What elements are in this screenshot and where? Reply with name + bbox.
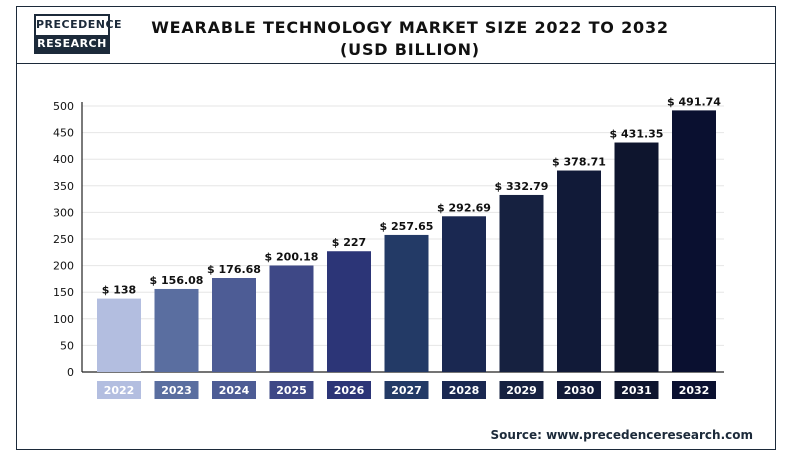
y-tick-label: 400 — [53, 153, 74, 166]
x-tick-label: 2022 — [104, 384, 135, 397]
data-label-2029: $ 332.79 — [495, 180, 549, 193]
category-box-2026 — [327, 381, 371, 399]
x-tick-label: 2023 — [161, 384, 192, 397]
data-label-2023: $ 156.08 — [150, 274, 204, 287]
bar-2028 — [442, 216, 486, 372]
bar-2030 — [557, 170, 601, 372]
bar-2024 — [212, 278, 256, 372]
data-label-2026: $ 227 — [332, 236, 366, 249]
bar-2031 — [614, 142, 659, 372]
bar-2025 — [269, 265, 314, 372]
data-label-2032: $ 491.74 — [667, 95, 721, 108]
x-tick-label: 2025 — [276, 384, 307, 397]
data-label-2022: $ 138 — [102, 284, 136, 297]
x-tick-label: 2028 — [449, 384, 480, 397]
y-tick-label: 150 — [53, 286, 74, 299]
data-label-2031: $ 431.35 — [610, 128, 664, 141]
chart-subtitle: (USD BILLION) — [340, 40, 480, 59]
category-box-2031 — [614, 381, 659, 399]
y-tick-label: 100 — [53, 313, 74, 326]
bar-2022 — [97, 298, 141, 372]
data-label-2024: $ 176.68 — [207, 263, 261, 276]
x-tick-label: 2026 — [334, 384, 365, 397]
precedence-research-logo: PRECEDENCE RESEARCH — [34, 14, 123, 54]
chart-title: WEARABLE TECHNOLOGY MARKET SIZE 2022 TO … — [151, 18, 669, 37]
category-box-2024 — [212, 381, 256, 399]
bar-2026 — [327, 251, 371, 372]
category-box-2030 — [557, 381, 601, 399]
bar-2029 — [499, 194, 544, 372]
header-divider — [16, 63, 776, 64]
data-label-2025: $ 200.18 — [265, 251, 319, 264]
x-tick-label: 2027 — [391, 384, 422, 397]
category-box-2029 — [499, 381, 544, 399]
x-tick-label: 2030 — [564, 384, 595, 397]
y-tick-label: 350 — [53, 180, 74, 193]
logo-line-1: PRECEDENCE — [36, 18, 123, 31]
category-box-2025 — [269, 381, 314, 399]
y-tick-label: 250 — [53, 233, 74, 246]
x-tick-label: 2029 — [506, 384, 537, 397]
data-label-2027: $ 257.65 — [380, 220, 434, 233]
bar-2023 — [154, 288, 199, 372]
data-label-2030: $ 378.71 — [552, 156, 606, 169]
y-tick-label: 450 — [53, 127, 74, 140]
category-box-2027 — [384, 381, 429, 399]
category-box-2022 — [97, 381, 141, 399]
x-tick-label: 2032 — [679, 384, 710, 397]
data-label-2028: $ 292.69 — [437, 201, 491, 214]
y-tick-label: 50 — [60, 339, 74, 352]
y-tick-label: 500 — [53, 100, 74, 113]
bar-2032 — [672, 110, 716, 372]
x-tick-label: 2024 — [219, 384, 250, 397]
y-tick-label: 300 — [53, 206, 74, 219]
logo-line-2: RESEARCH — [36, 35, 108, 52]
x-tick-label: 2031 — [621, 384, 652, 397]
y-tick-label: 200 — [53, 260, 74, 273]
category-box-2032 — [672, 381, 716, 399]
category-box-2023 — [154, 381, 199, 399]
y-tick-label: 0 — [67, 366, 74, 379]
source-note: Source: www.precedenceresearch.com — [490, 428, 753, 442]
bar-2027 — [384, 234, 429, 372]
category-box-2028 — [442, 381, 486, 399]
